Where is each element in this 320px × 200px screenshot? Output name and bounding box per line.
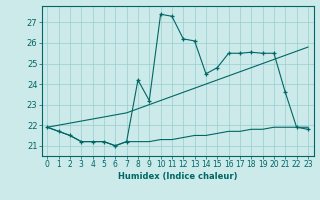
X-axis label: Humidex (Indice chaleur): Humidex (Indice chaleur) xyxy=(118,172,237,181)
